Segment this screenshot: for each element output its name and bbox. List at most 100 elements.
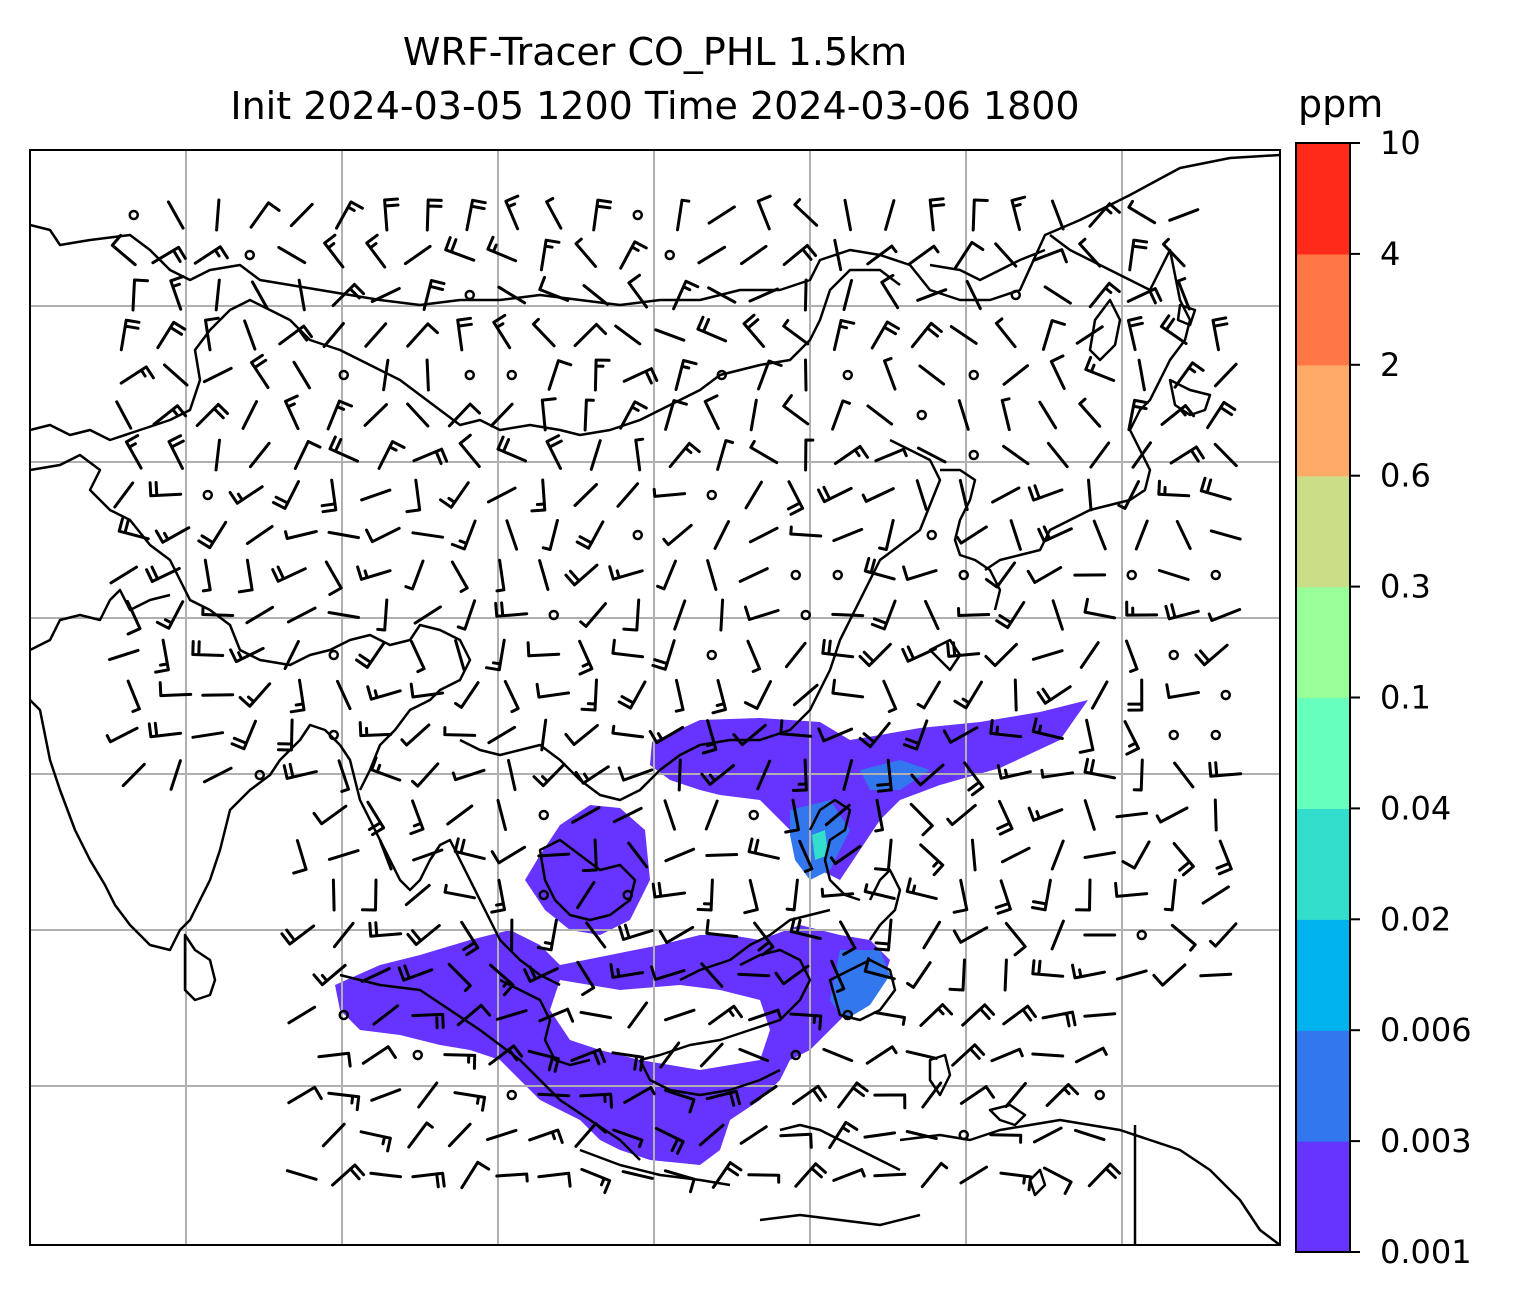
wind-barb <box>581 838 598 873</box>
wind-barb <box>1084 355 1116 382</box>
wind-barb <box>1176 277 1191 311</box>
wind-barb <box>412 447 449 465</box>
wind-barb <box>617 680 647 710</box>
wind-barb <box>884 199 896 231</box>
wind-barb <box>166 200 185 230</box>
wind-barb <box>450 519 477 551</box>
wind-barb <box>1078 397 1102 428</box>
wind-barb <box>701 719 718 755</box>
wind-barb <box>905 1050 938 1060</box>
wind-barb <box>404 559 425 591</box>
wind-barb <box>545 434 563 470</box>
wind-barb <box>453 837 486 861</box>
wind-barb <box>700 764 735 786</box>
wind-barb <box>1175 520 1192 550</box>
wind-barb <box>916 680 941 710</box>
wind-barb <box>439 481 470 509</box>
calm-wind-marker <box>632 209 643 221</box>
wind-barb <box>832 527 864 543</box>
wind-barb <box>704 799 719 831</box>
wind-barb <box>910 763 945 787</box>
wind-barb <box>1071 963 1106 980</box>
wind-barb <box>327 849 360 861</box>
wind-barb <box>331 878 336 912</box>
wind-barb <box>443 883 476 900</box>
wind-barb <box>748 526 779 544</box>
calm-wind-marker <box>664 249 675 261</box>
wind-barb <box>530 478 547 513</box>
wind-barb <box>443 1053 477 1070</box>
wind-barb <box>1092 519 1107 551</box>
wind-barb <box>377 440 406 470</box>
wind-barb <box>324 560 343 596</box>
wind-barb <box>564 724 599 746</box>
wind-barb <box>249 201 281 229</box>
wind-barb <box>791 758 808 792</box>
wind-barb <box>1121 840 1151 870</box>
calm-wind-marker <box>1220 689 1231 701</box>
wind-barb <box>1125 600 1159 617</box>
wind-barb <box>1050 199 1065 231</box>
wind-barb <box>1159 314 1188 345</box>
wind-barb <box>169 275 185 311</box>
wind-barb <box>154 526 191 544</box>
wind-barb <box>412 848 444 862</box>
wind-barb <box>664 847 696 863</box>
wind-barb <box>425 198 443 232</box>
wind-barb <box>1050 839 1065 871</box>
wind-barb <box>155 600 185 630</box>
wind-barb <box>507 758 517 792</box>
wind-barb <box>411 1012 445 1030</box>
wind-barb <box>456 1003 492 1027</box>
wind-barb <box>634 437 645 472</box>
calm-wind-marker <box>1168 729 1179 741</box>
calm-wind-marker <box>958 569 969 581</box>
wind-barb <box>1009 519 1022 551</box>
wind-barb <box>574 237 597 268</box>
wind-barb <box>971 198 989 232</box>
wind-barb <box>832 1168 866 1182</box>
wind-barb <box>1027 484 1064 502</box>
wind-barb <box>756 759 772 791</box>
wind-barb <box>663 799 676 831</box>
wind-barb <box>863 883 896 900</box>
wind-barb <box>1201 885 1230 905</box>
wind-barb <box>820 887 855 898</box>
wind-barb <box>902 565 938 581</box>
wind-barb <box>706 559 718 591</box>
wind-barb <box>169 759 182 791</box>
wind-barb <box>794 1162 827 1188</box>
wind-barb <box>996 764 1032 780</box>
wind-barb <box>697 245 727 265</box>
wind-barb <box>383 197 400 232</box>
wind-barb <box>1152 963 1187 987</box>
colorbar-tick-label: 10 <box>1380 124 1421 162</box>
wind-barb <box>738 1047 770 1063</box>
wind-barb <box>946 803 977 827</box>
calm-wind-marker <box>842 369 853 381</box>
wind-barb <box>1031 717 1064 740</box>
wind-barb <box>486 486 517 504</box>
wind-barb <box>705 919 739 939</box>
wind-barb <box>292 839 308 875</box>
wind-barb <box>278 324 313 346</box>
wind-barb <box>866 244 898 266</box>
wind-barb <box>652 487 687 498</box>
wind-barb <box>406 924 441 946</box>
wind-barb <box>616 482 640 508</box>
wind-barb <box>406 402 430 428</box>
calm-wind-marker <box>1210 569 1221 581</box>
wind-barb <box>115 400 133 430</box>
wind-barb <box>1114 881 1149 898</box>
wind-barb <box>612 1128 644 1149</box>
wind-barb <box>574 1122 607 1148</box>
wind-barb <box>540 397 557 432</box>
wind-barb <box>1038 400 1058 430</box>
wind-barb <box>250 280 269 310</box>
wind-barb <box>413 605 442 625</box>
calm-wind-marker <box>128 209 139 221</box>
calm-wind-marker <box>506 1089 517 1101</box>
wind-barb <box>400 723 431 747</box>
wind-barb <box>465 198 487 232</box>
wind-barb <box>883 357 897 391</box>
